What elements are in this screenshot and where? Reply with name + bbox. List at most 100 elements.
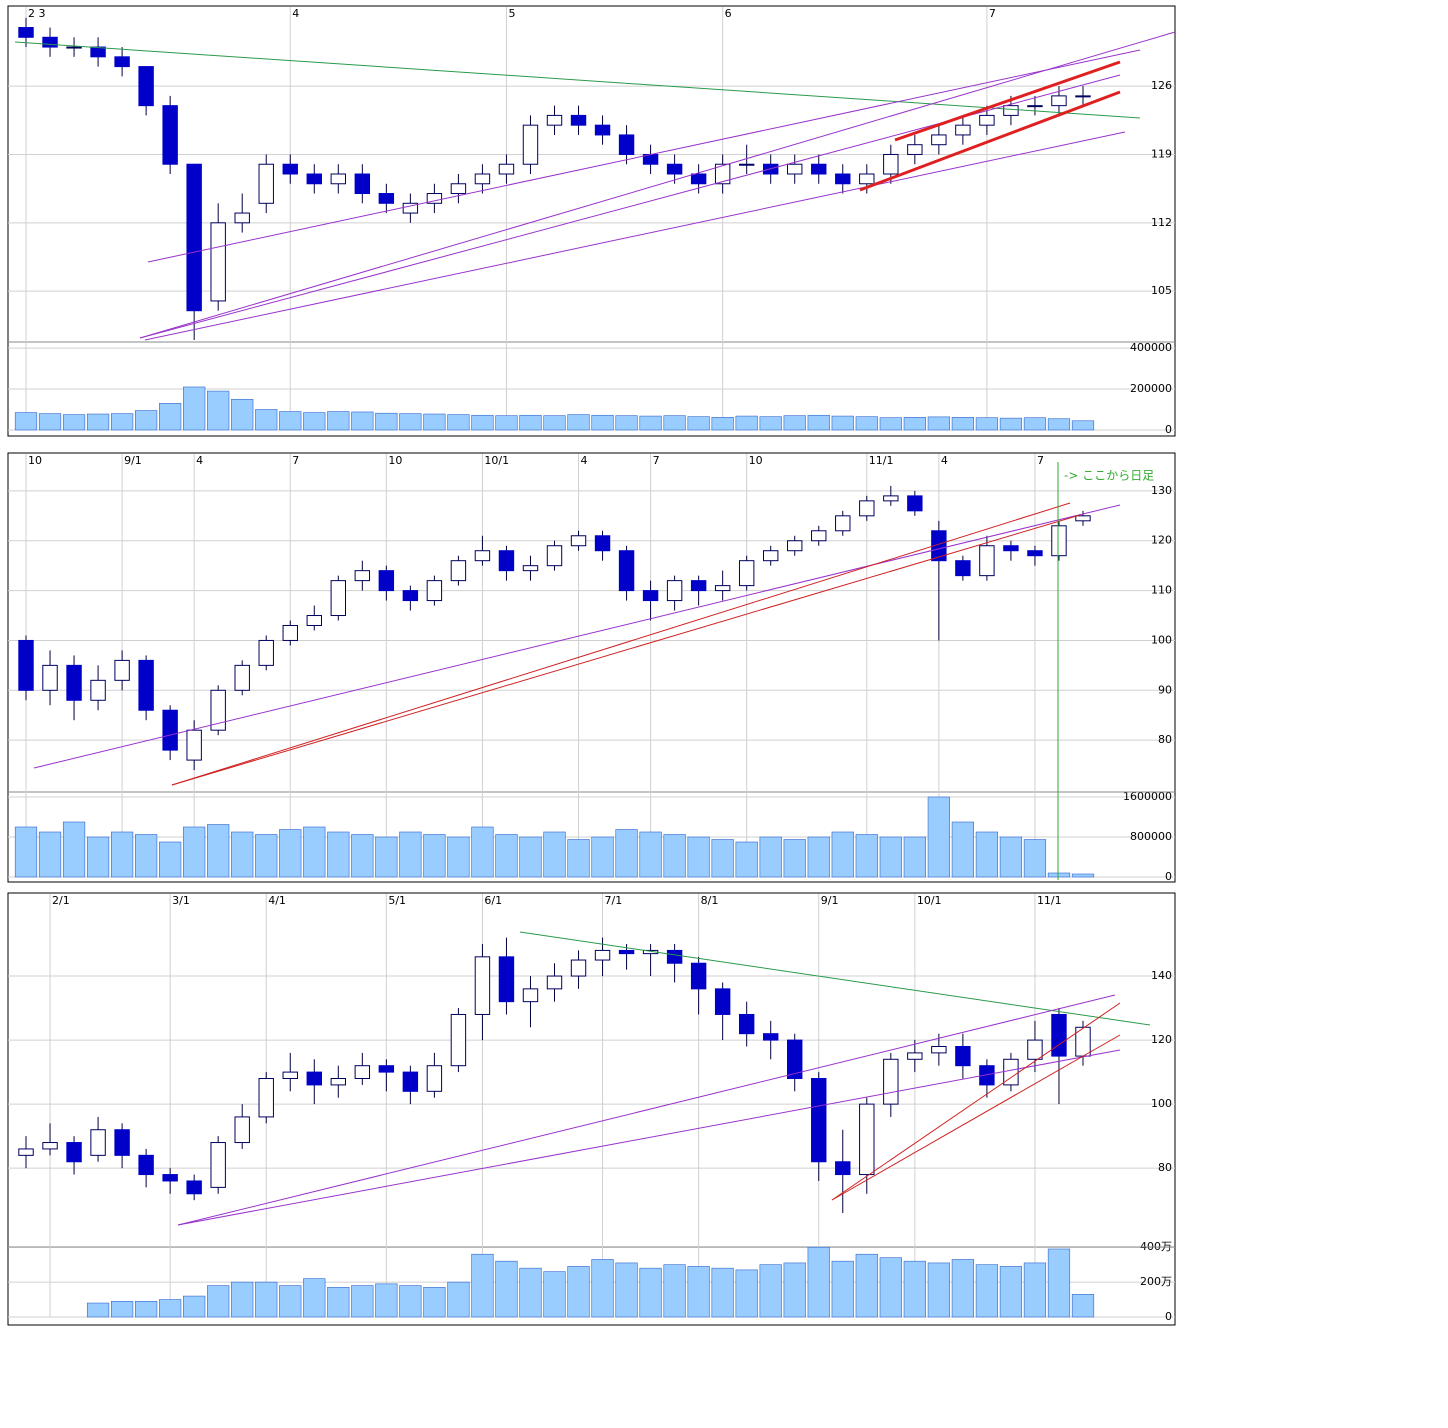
x-tick-label: 10: [28, 454, 42, 467]
volume-bar: [951, 417, 974, 431]
candle-body: [618, 949, 635, 955]
candle-body: [594, 949, 611, 961]
candle-body: [354, 173, 371, 195]
candle-body: [1003, 105, 1019, 116]
x-tick-label: 6/1: [484, 894, 502, 907]
candle-body: [90, 46, 106, 58]
volume-bar: [471, 414, 494, 431]
candle-body: [66, 664, 82, 701]
x-tick-label: 11/1: [1037, 894, 1062, 907]
candle-body: [594, 124, 611, 136]
y-tick-label: 110: [1151, 584, 1172, 597]
candle-body: [186, 163, 202, 312]
candle-body: [330, 173, 347, 185]
volume-bar: [519, 836, 542, 878]
y-tick-label: 120: [1151, 1033, 1172, 1046]
volume-bar: [423, 1287, 446, 1318]
candle-body: [306, 173, 322, 185]
volume-bar: [975, 1264, 999, 1318]
volume-bar: [903, 836, 926, 878]
x-tick-label: 5/1: [388, 894, 406, 907]
volume-bar: [615, 415, 638, 431]
volume-bar: [447, 1281, 470, 1318]
candle-body: [498, 956, 515, 1003]
candle-body: [835, 1161, 851, 1176]
x-tick-label: 7: [653, 454, 660, 467]
volume-bar: [663, 834, 686, 878]
y-tick-label: 112: [1151, 216, 1172, 229]
candle-body: [18, 639, 34, 691]
candle-body: [282, 1071, 298, 1080]
candle-body: [234, 664, 250, 691]
volume-bar: [375, 412, 398, 431]
volume-bar: [975, 831, 999, 878]
x-tick-label: 2/1: [52, 894, 70, 907]
candle-body: [546, 975, 563, 990]
volume-bar: [663, 1264, 686, 1318]
volume-bar: [903, 417, 926, 431]
volume-bar: [663, 415, 686, 431]
volume-bar: [879, 1257, 902, 1318]
trendline: [171, 514, 1081, 786]
candle-body: [594, 535, 611, 552]
candle-body: [1027, 105, 1043, 108]
candle-body: [330, 580, 347, 617]
volume-bar: [831, 1260, 854, 1318]
candle-body: [859, 173, 875, 185]
candle-body: [330, 1078, 347, 1086]
volume-bar: [567, 1266, 590, 1318]
volume-bar: [831, 831, 854, 878]
volume-bar: [759, 836, 782, 878]
volume-bar: [711, 839, 734, 878]
volume-bar: [1023, 1262, 1047, 1318]
volume-bar: [303, 826, 326, 878]
candle-body: [210, 689, 226, 731]
volume-bar: [471, 826, 494, 878]
volume-tick-label: 200000: [1130, 382, 1172, 395]
candle-body: [907, 144, 923, 155]
candle-body: [162, 709, 178, 751]
volume-bar: [279, 829, 302, 878]
volume-bar: [303, 412, 326, 431]
volume-bar: [351, 834, 374, 878]
volume-bar: [231, 398, 254, 431]
volume-bar: [519, 414, 542, 431]
y-tick-label: 105: [1151, 284, 1172, 297]
candle-body: [18, 27, 34, 38]
candle-body: [354, 570, 371, 582]
volume-bar: [1023, 417, 1047, 431]
trendline: [144, 131, 1126, 341]
volume-bar: [927, 1262, 950, 1318]
volume-bar: [615, 1262, 638, 1318]
volume-bar: [231, 831, 254, 878]
volume-bar: [62, 821, 86, 878]
candle-body: [210, 1142, 226, 1188]
candle-body: [811, 1078, 827, 1163]
volume-bar: [86, 836, 110, 878]
candle-body: [18, 1148, 34, 1156]
candle-body: [714, 585, 731, 592]
candle-body: [979, 545, 995, 577]
volume-bar: [135, 1301, 158, 1318]
volume-bar: [327, 831, 350, 878]
trendline: [147, 49, 1141, 263]
candle-body: [426, 580, 443, 602]
candle-body: [931, 530, 947, 562]
candle-body: [979, 114, 995, 126]
y-tick-label: 126: [1151, 79, 1172, 92]
volume-bar: [1047, 1248, 1071, 1318]
candle-body: [1075, 515, 1091, 522]
candle-body: [738, 1013, 755, 1035]
candle-body: [1075, 95, 1091, 98]
candle-body: [234, 1116, 250, 1144]
candle-body: [114, 56, 130, 68]
volume-bar: [807, 414, 830, 431]
volume-bar: [279, 411, 302, 431]
volume-bar: [1047, 872, 1071, 878]
volume-bar: [927, 796, 950, 878]
x-tick-label: 7: [989, 7, 996, 20]
candle-body: [402, 202, 419, 214]
x-tick-label: 10/1: [484, 454, 509, 467]
candle-body: [378, 570, 395, 592]
